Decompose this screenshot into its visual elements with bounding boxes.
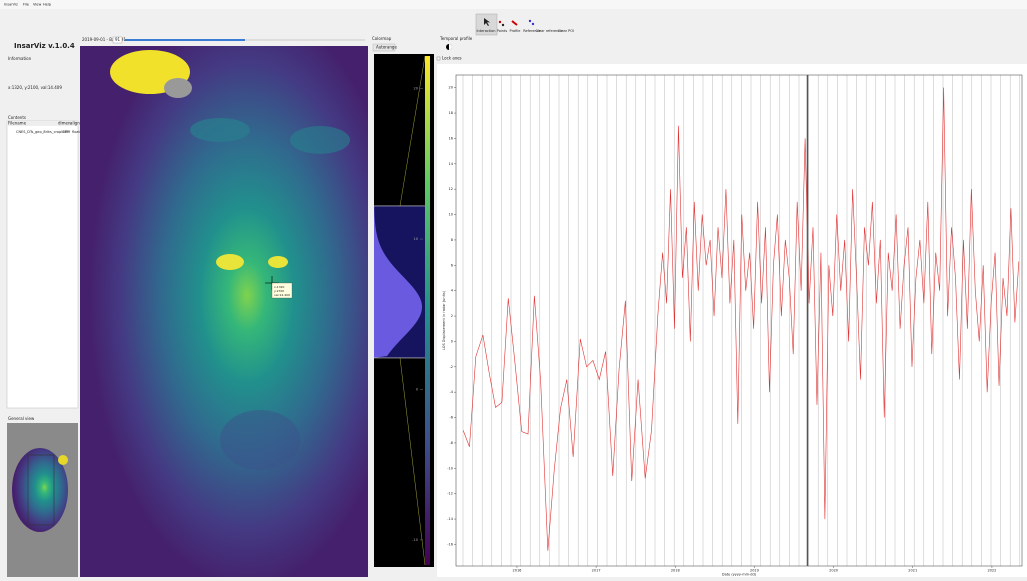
y-tick-label: 12	[449, 187, 453, 191]
contents-label: Contents	[8, 115, 26, 120]
colormap-title: Colormap	[372, 36, 392, 41]
tooltip-text: val:14.409	[274, 293, 290, 297]
profile-line	[462, 87, 1020, 551]
y-tick-label: -4	[450, 390, 454, 394]
autorange-label: Autorange	[376, 45, 397, 50]
colormap-tick-label: 20	[414, 87, 418, 91]
x-tick-label: 2016	[512, 569, 521, 573]
colormap-tick-label: 0	[416, 387, 418, 391]
plot-frame	[455, 74, 1023, 567]
y-tick-label: -16	[447, 542, 453, 546]
x-axis-label: Date (yyyy-mm-dd)	[722, 573, 757, 577]
active-tool[interactable]	[475, 13, 498, 36]
y-tick-label: -12	[447, 492, 453, 496]
y-tick-label: -10	[447, 466, 453, 470]
tool-label[interactable]: Points	[497, 29, 508, 33]
autorange-button[interactable]	[372, 43, 396, 52]
profile-icon	[511, 20, 518, 26]
range-link	[399, 357, 426, 566]
tool-label[interactable]: Reference	[523, 29, 541, 33]
x-tick-label: 2017	[592, 569, 601, 573]
y-tick-label: 8	[451, 238, 453, 242]
y-tick-label: -6	[450, 416, 454, 420]
y-tick-label: 18	[449, 111, 453, 115]
table-header	[7, 121, 78, 126]
tool-label[interactable]: Clear reference	[536, 29, 563, 33]
lock-checkbox[interactable]	[436, 56, 441, 61]
reference-icon	[531, 22, 535, 26]
y-tick-label: 20	[449, 86, 453, 90]
y-tick-label: 0	[451, 339, 453, 343]
tool-label[interactable]: Profile	[510, 29, 521, 33]
y-tick-label: 2	[451, 314, 453, 318]
reference-icon	[528, 19, 532, 23]
contents-table	[6, 120, 79, 409]
tooltip-text: y:2700	[274, 289, 284, 293]
tool-label[interactable]: Interaction	[477, 29, 496, 33]
colorbar	[425, 56, 430, 565]
menu-item[interactable]: InsarViz	[4, 3, 18, 7]
td: GTiff	[62, 130, 71, 134]
map-tooltip	[271, 282, 293, 299]
x-tick-label: 2019	[750, 569, 759, 573]
general-view-label: General view	[8, 416, 35, 421]
y-tick-label: 10	[449, 213, 453, 217]
menu-item[interactable]: File	[23, 3, 29, 7]
tooltip-text: x:1320	[274, 285, 285, 289]
tool-label[interactable]: Clear POI	[558, 29, 574, 33]
td: float	[72, 130, 80, 134]
map-features	[110, 50, 350, 470]
x-tick-label: 2022	[987, 569, 996, 573]
range-link	[399, 55, 426, 206]
y-tick-label: -2	[450, 365, 454, 369]
app-title: InsarViz v.1.0.4	[14, 42, 75, 50]
cursor-icon	[484, 18, 490, 26]
menubar	[0, 0, 1027, 9]
slider-fill	[125, 39, 245, 41]
x-tick-label: 2021	[908, 569, 917, 573]
band-spin-value: 91	[115, 37, 121, 42]
th: dimen	[58, 121, 71, 126]
menu-item[interactable]: Help	[43, 3, 52, 7]
y-tick-label: 4	[451, 289, 454, 293]
cursor-info: x:1320, y:2100, val:14.409	[8, 85, 62, 90]
menu-item[interactable]: View	[33, 3, 41, 7]
histogram	[374, 205, 422, 358]
band-label: 2019-09-01 - Band:91	[82, 37, 126, 42]
points-icon	[501, 23, 505, 27]
y-tick-label: 6	[451, 263, 453, 267]
y-tick-label: 16	[449, 136, 453, 140]
y-tick-label: 14	[449, 162, 454, 166]
th: align	[70, 121, 80, 126]
y-axis-label: LOS Displacement in radar (units)	[442, 290, 446, 350]
td[interactable]: CNES_DTs_geo_8rlks_cropl.tiff	[16, 130, 69, 134]
colormap-tick-label: 10	[414, 237, 418, 241]
info-label: Information	[8, 56, 32, 61]
overview-blob	[58, 455, 68, 465]
colormap-tick-label: -10	[412, 538, 418, 542]
band-spin[interactable]	[112, 36, 123, 44]
y-tick-label: -14	[447, 517, 453, 521]
x-tick-label: 2018	[671, 569, 680, 573]
th: Filename	[8, 121, 27, 126]
lock-label: Lock axes	[442, 56, 462, 61]
y-tick-label: -8	[450, 441, 454, 445]
points-icon	[498, 20, 502, 24]
profile-title: Temporal profile	[439, 36, 473, 41]
viewport-box[interactable]	[27, 454, 55, 526]
x-tick-label: 2020	[829, 569, 838, 573]
